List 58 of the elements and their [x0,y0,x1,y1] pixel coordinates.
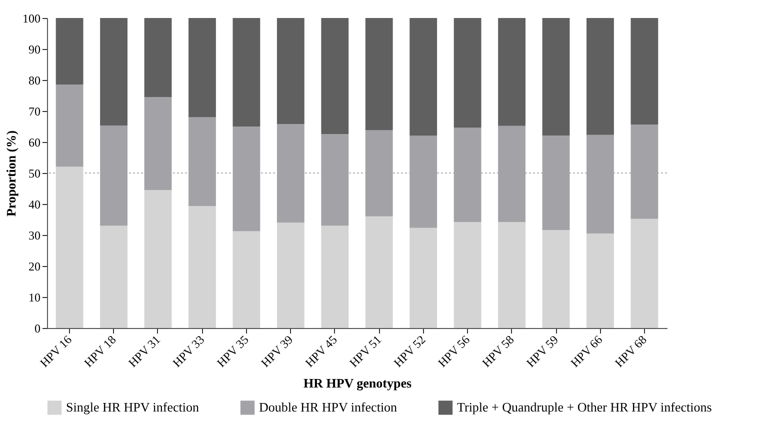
bar [56,84,84,167]
bar [630,18,658,125]
bar [232,126,260,232]
bar [542,18,570,136]
bar [232,231,260,328]
bar [188,117,216,206]
bar [276,124,304,223]
bar [100,226,128,328]
bar [56,166,84,328]
y-tick-label: 20 [28,260,40,274]
bar [410,228,438,328]
bar [100,18,128,126]
y-tick-label: 70 [28,104,40,118]
y-tick-label: 0 [34,322,40,336]
legend-label: Double HR HPV infection [259,400,398,415]
bar [144,97,172,190]
bar [630,218,658,328]
bar [321,226,349,328]
bar [498,222,526,328]
bar [188,18,216,118]
y-tick-label: 80 [28,74,40,88]
bar [454,222,482,328]
y-tick-label: 90 [28,42,40,56]
bar [321,18,349,134]
bar [232,18,260,126]
x-axis-title: HR HPV genotypes [303,375,412,390]
bar [365,216,393,328]
bar [276,18,304,124]
bar [586,233,614,328]
bar [586,18,614,135]
bar [454,18,482,128]
bar [410,18,438,136]
bar [630,124,658,219]
bar [56,18,84,85]
legend-label: Triple + Quandruple + Other HR HPV infections [457,400,712,415]
legend-label: Single HR HPV infection [66,400,200,415]
y-tick-label: 100 [22,12,40,26]
y-tick-label: 30 [28,228,40,242]
bar [276,222,304,328]
bar [410,136,438,228]
bar [498,126,526,222]
y-axis-title: Proportion (%) [4,130,18,217]
bar [188,206,216,328]
bar [144,190,172,328]
y-tick-label: 40 [28,198,40,212]
y-tick-label: 10 [28,290,40,304]
bar [454,128,482,222]
y-tick-label: 50 [28,166,40,180]
bar [365,18,393,130]
bar [498,18,526,126]
bar [321,134,349,226]
bar [542,230,570,328]
bar [365,130,393,216]
bar [144,18,172,98]
bar [100,126,128,226]
bar [586,134,614,234]
bar [542,135,570,230]
y-tick-label: 60 [28,136,40,150]
